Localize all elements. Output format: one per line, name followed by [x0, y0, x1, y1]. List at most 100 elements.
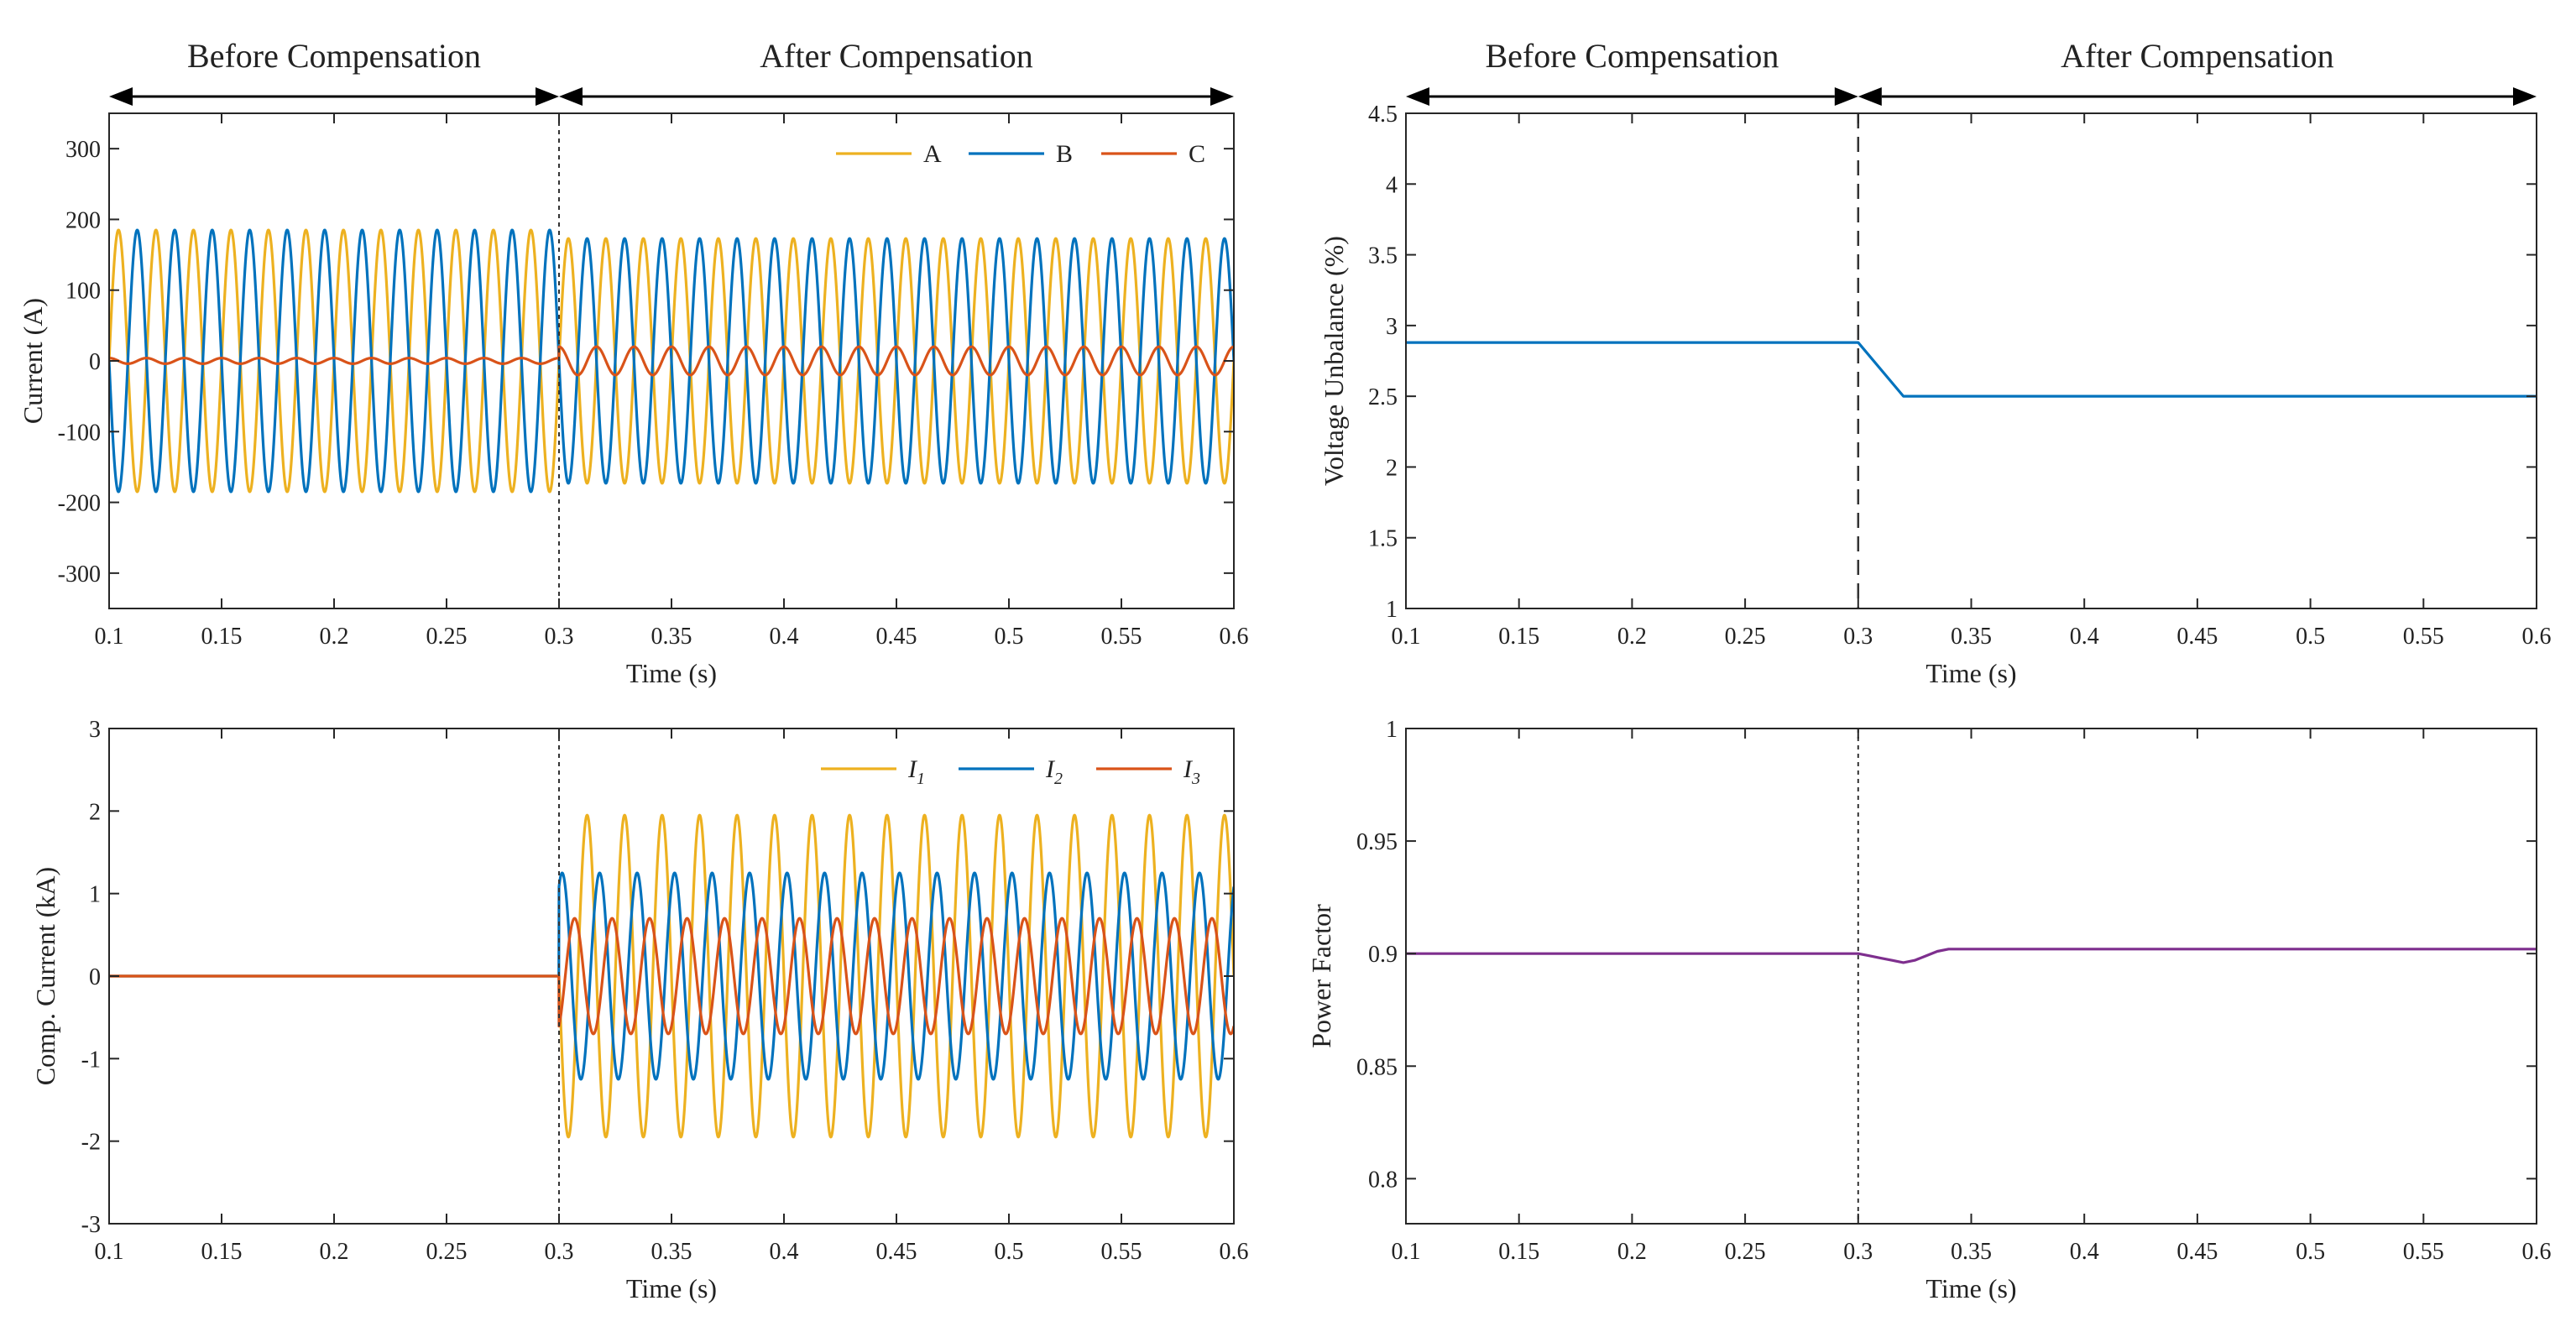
x-axis-label: Time (s): [1925, 658, 2016, 688]
series-line: [1406, 341, 2537, 398]
x-tick-label: 0.1: [1392, 1239, 1421, 1265]
x-tick-label: 0.1: [95, 1239, 124, 1265]
axes-box: [1405, 728, 2537, 1225]
legend: I1 I2 I3: [821, 755, 1200, 788]
x-tick-label: 0.4: [770, 1239, 799, 1265]
region-arrow-head-right: [536, 87, 559, 106]
x-tick-label: 0.1: [1392, 624, 1421, 650]
y-tick-label: -1: [81, 1047, 101, 1073]
x-tick-label: 0.35: [1951, 1239, 1992, 1265]
region-label-after: After Compensation: [760, 37, 1033, 75]
x-tick-label: 0.2: [1617, 1239, 1647, 1265]
x-tick-label: 0.1: [95, 624, 124, 650]
y-tick-label: -100: [58, 420, 101, 446]
y-tick-label: 0: [89, 964, 101, 990]
x-tick-label: 0.55: [2403, 624, 2444, 650]
x-tick-label: 0.3: [545, 624, 574, 650]
y-tick-label: -300: [58, 561, 101, 588]
y-tick-label: 3.5: [1368, 243, 1398, 269]
x-tick-label: 0.6: [1220, 624, 1249, 650]
x-tick-label: 0.3: [1843, 1239, 1873, 1265]
legend-label: C: [1189, 140, 1205, 168]
x-tick-label: 0.55: [2403, 1239, 2444, 1265]
y-tick-label: -3: [81, 1212, 101, 1238]
legend-subscript: 2: [1054, 770, 1063, 788]
x-tick-label: 0.15: [1498, 1239, 1539, 1265]
x-tick-label: 0.45: [2176, 624, 2218, 650]
series-I3: [109, 917, 1234, 1036]
x-tick-label: 0.45: [876, 1239, 917, 1265]
x-tick-label: 0.2: [1617, 624, 1647, 650]
x-tick-label: 0.6: [1220, 1239, 1249, 1265]
region-arrow-head-right: [2513, 87, 2537, 106]
plot-area: [109, 813, 1234, 1139]
chart-power_factor: 0.1 0.15 0.2 0.25 0.3 0.35 0.4 0.45 0.5 0.55 0.6 0.…: [1306, 717, 2552, 1303]
x-tick-label: 0.5: [995, 624, 1024, 650]
chart-current: 0.1 0.15 0.2 0.25 0.3 0.35 0.4 0.45 0.5 0.55 0.6 -3…: [18, 37, 1249, 688]
region-arrow-head-left: [109, 87, 133, 106]
x-tick-label: 0.4: [2070, 624, 2099, 650]
x-tick-label: 0.55: [1101, 1239, 1142, 1265]
series-C: [109, 345, 1234, 377]
series-B: [109, 228, 1234, 494]
x-tick-label: 0.25: [426, 624, 468, 650]
y-tick-label: 300: [65, 137, 101, 163]
legend-label: I2: [1045, 755, 1063, 788]
region-arrow-head-left: [1858, 87, 1882, 106]
x-tick-label: 0.25: [426, 1239, 468, 1265]
x-tick-label: 0.6: [2522, 1239, 2552, 1265]
y-tick-label: 200: [65, 207, 101, 233]
region-arrow-head-left: [1406, 87, 1429, 106]
y-tick-label: 1: [1386, 717, 1398, 743]
plot-area: [1406, 341, 2537, 398]
region-annotations: Before Compensation After Compensation: [1406, 37, 2537, 106]
x-tick-label: 0.5: [2296, 624, 2325, 650]
x-axis-label: Time (s): [626, 658, 717, 688]
x-tick-label: 0.15: [201, 624, 243, 650]
x-tick-label: 0.15: [1498, 624, 1539, 650]
legend-subscript: 3: [1191, 770, 1200, 788]
region-arrow-head-right: [1834, 87, 1858, 106]
y-tick-label: 1: [1386, 597, 1398, 623]
region-label-before: Before Compensation: [187, 37, 481, 75]
x-axis-label: Time (s): [1925, 1273, 2016, 1303]
y-tick-label: -200: [58, 491, 101, 517]
y-tick-label: 4.5: [1368, 102, 1398, 128]
y-tick-label: 3: [1386, 314, 1398, 340]
x-tick-label: 0.4: [2070, 1239, 2099, 1265]
axes-box: [1405, 112, 2537, 609]
y-axis-label: Current (A): [18, 298, 48, 424]
x-tick-label: 0.5: [2296, 1239, 2325, 1265]
x-tick-label: 0.6: [2522, 624, 2552, 650]
y-tick-label: 0.95: [1356, 829, 1398, 855]
region-label-after: After Compensation: [2061, 37, 2334, 75]
legend-label: I3: [1183, 755, 1200, 788]
y-tick-label: 2: [1386, 455, 1398, 481]
y-tick-label: 0: [89, 349, 101, 375]
y-tick-label: 4: [1386, 172, 1398, 198]
x-tick-label: 0.45: [876, 624, 917, 650]
y-tick-label: 1: [89, 882, 101, 908]
x-tick-label: 0.15: [201, 1239, 243, 1265]
y-tick-label: 2.5: [1368, 384, 1398, 410]
x-tick-label: 0.2: [320, 624, 349, 650]
y-tick-label: 3: [89, 717, 101, 743]
legend-label: A: [923, 140, 942, 168]
region-annotations: Before Compensation After Compensation: [109, 37, 1234, 106]
x-tick-label: 0.3: [545, 1239, 574, 1265]
x-tick-label: 0.35: [651, 624, 692, 650]
y-tick-label: 2: [89, 799, 101, 825]
x-tick-label: 0.55: [1101, 624, 1142, 650]
x-tick-label: 0.3: [1843, 624, 1873, 650]
y-axis-label: Power Factor: [1306, 904, 1336, 1048]
region-label-before: Before Compensation: [1485, 37, 1779, 75]
x-tick-label: 0.25: [1725, 624, 1766, 650]
y-tick-label: 0.8: [1368, 1167, 1398, 1193]
chart-unbalance: 0.1 0.15 0.2 0.25 0.3 0.35 0.4 0.45 0.5 0.55 0.6 1 1…: [1319, 37, 2552, 688]
y-tick-label: 0.85: [1356, 1054, 1398, 1080]
y-axis-label: Voltage Unbalance (%): [1319, 236, 1349, 486]
y-tick-label: 0.9: [1368, 942, 1398, 968]
x-tick-label: 0.5: [995, 1239, 1024, 1265]
region-arrow-head-right: [1210, 87, 1234, 106]
